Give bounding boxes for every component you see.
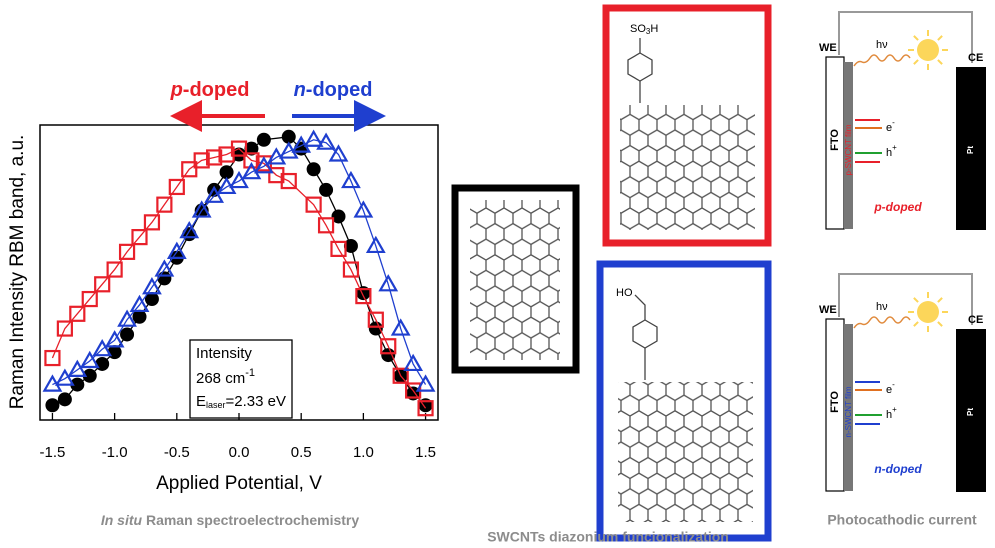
hole-label: h+ [886, 143, 897, 159]
text-part: E [196, 393, 206, 410]
caption: Photocathodic current [827, 512, 977, 528]
hole-label: h+ [886, 405, 897, 421]
label-part: p [170, 79, 183, 101]
sun-ray [938, 322, 942, 326]
film-label: p-SWCNT film [844, 124, 853, 175]
sun-ray [914, 36, 918, 40]
sulfo-label: SO3H [630, 23, 658, 36]
text-part: 268 cm [196, 370, 245, 387]
text-part: laser [206, 400, 226, 410]
text-part: + [892, 143, 897, 152]
x-axis-label: Applied Potential, V [156, 473, 322, 494]
caption: SWCNTs diazonium funcionalization [487, 529, 729, 545]
label-part: -doped [183, 79, 250, 101]
marker [257, 133, 271, 147]
ce-label: CE [968, 314, 983, 326]
x-tick-label: 0.0 [229, 444, 250, 461]
marker [381, 348, 395, 362]
marker [306, 132, 322, 146]
film-label: n-SWCNT film [844, 386, 853, 437]
marker [307, 162, 321, 176]
nanotube [620, 105, 755, 230]
marker [45, 398, 59, 412]
photon [854, 317, 910, 328]
x-tick-label: -0.5 [164, 444, 190, 461]
hv-label: hν [876, 301, 888, 313]
photon [854, 55, 910, 66]
hydroxy-label: HO [616, 287, 633, 299]
label-part: -doped [306, 79, 373, 101]
we-label: WE [819, 304, 837, 316]
text-part: -1 [245, 367, 255, 379]
x-tick-label: -1.0 [102, 444, 128, 461]
text-part: SO [630, 23, 646, 35]
sun-ray [914, 322, 918, 326]
x-tick-label: -1.5 [40, 444, 66, 461]
pt-label: Pt [966, 408, 975, 416]
doping-label: p-doped [873, 200, 922, 214]
inset-text: Intensity [196, 345, 252, 362]
figure: Applied Potential, V Raman Intensity RBM… [0, 0, 995, 548]
marker [157, 271, 171, 285]
text-part: In situ [101, 512, 143, 528]
sun-ray [914, 60, 918, 64]
doping-label: n-doped [874, 462, 922, 476]
functionalization: SO3H HO SWCNTs diazonium funcionalizatio… [455, 8, 768, 545]
electron-label: e- [886, 380, 895, 396]
raman-chart: Applied Potential, V Raman Intensity RBM… [7, 79, 438, 527]
sun [917, 301, 939, 323]
nanotube [470, 200, 560, 360]
marker [369, 322, 383, 336]
electron-label: e- [886, 118, 895, 134]
text-part: H [650, 23, 658, 35]
sun-ray [914, 298, 918, 302]
sun-ray [938, 60, 942, 64]
marker [319, 183, 333, 197]
sun-ray [938, 298, 942, 302]
hv-label: hν [876, 39, 888, 51]
y-axis-label: Raman Intensity RBM band, a.u. [7, 135, 28, 410]
x-tick-label: 1.5 [415, 444, 436, 461]
sun [917, 39, 939, 61]
text-part: + [892, 405, 897, 414]
marker [120, 327, 134, 341]
sun-ray [938, 36, 942, 40]
pt-label: Pt [966, 146, 975, 154]
we-label: WE [819, 42, 837, 54]
text-part: Raman spectroelectrochemistry [142, 512, 359, 528]
text-part: - [892, 380, 895, 389]
caption: In situ Raman spectroelectrochemistry [101, 512, 360, 528]
label-part: n [294, 79, 306, 101]
marker [58, 392, 72, 406]
fto-label: FTO [829, 391, 841, 413]
n-doped-label: n-doped [294, 79, 373, 101]
x-tick-label: 1.0 [353, 444, 374, 461]
ce-label: CE [968, 52, 983, 64]
text-part: =2.33 eV [226, 393, 286, 410]
text-part: - [892, 118, 895, 127]
nanotube [618, 382, 753, 522]
x-tick-label: 0.5 [291, 444, 312, 461]
marker [95, 357, 109, 371]
p-doped-label: p-doped [170, 79, 250, 101]
fto-label: FTO [829, 129, 841, 151]
